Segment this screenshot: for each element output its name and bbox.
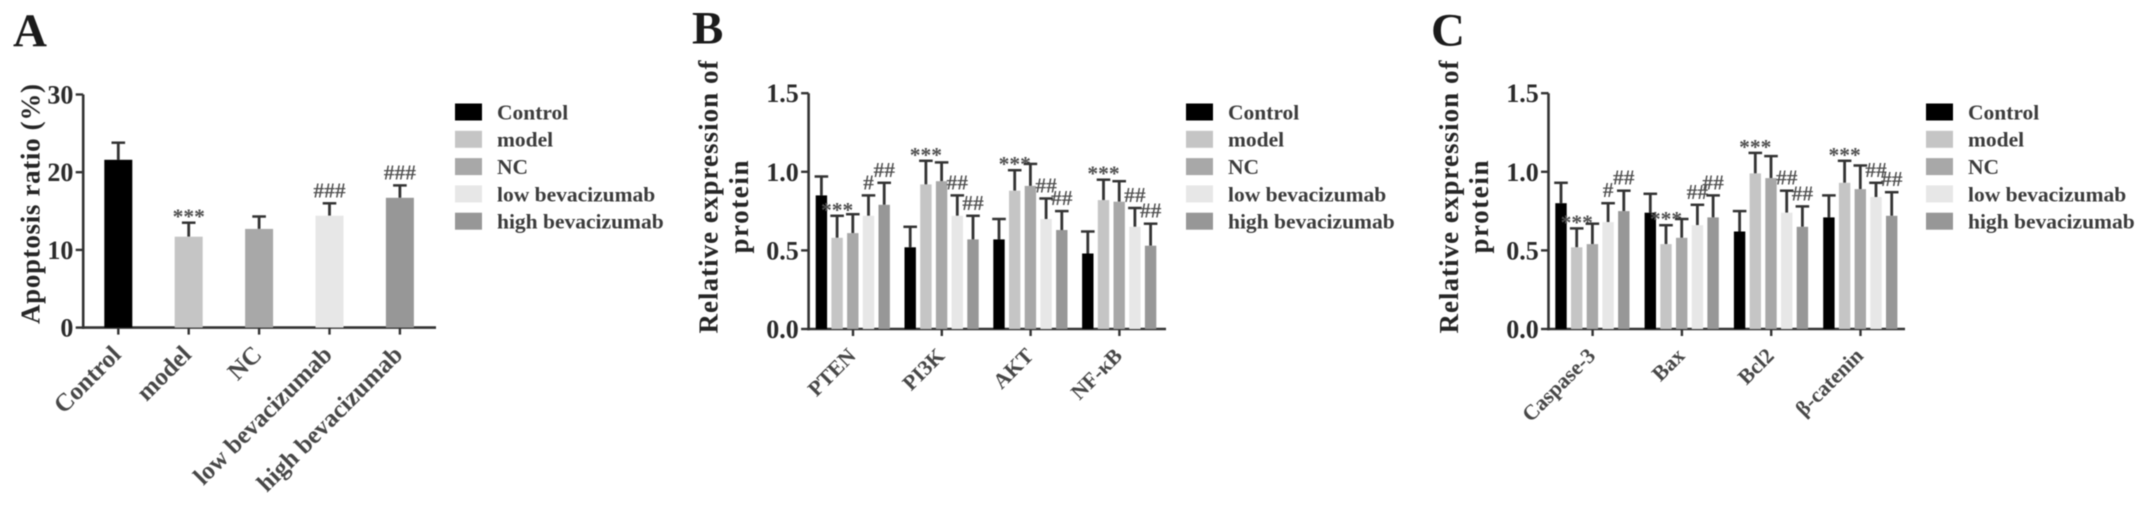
svg-text:##: ## — [1881, 167, 1903, 191]
svg-text:##: ## — [1051, 186, 1073, 210]
svg-text:Relative expression of: Relative expression of — [694, 60, 724, 334]
svg-text:##: ## — [947, 170, 969, 194]
svg-text:##: ## — [1140, 199, 1162, 223]
svg-text:0.5: 0.5 — [766, 236, 799, 265]
svg-text:protein: protein — [1464, 161, 1494, 254]
svg-text:B: B — [692, 3, 723, 55]
svg-text:model: model — [497, 128, 553, 152]
svg-text:model: model — [1968, 128, 2024, 152]
svg-text:##: ## — [1792, 181, 1814, 205]
svg-text:0.5: 0.5 — [1506, 236, 1539, 265]
svg-text:###: ### — [313, 178, 346, 202]
svg-text:##: ## — [1687, 180, 1709, 204]
svg-text:##: ## — [1865, 158, 1887, 182]
svg-text:20: 20 — [47, 158, 73, 187]
svg-text:low bevacizumab: low bevacizumab — [497, 182, 655, 206]
svg-text:high bevacizumab: high bevacizumab — [1228, 210, 1395, 234]
svg-text:model: model — [1228, 128, 1284, 152]
svg-text:C: C — [1431, 5, 1465, 57]
svg-text:###: ### — [384, 160, 417, 184]
svg-text:##: ## — [1613, 166, 1635, 190]
svg-text:high bevacizumab: high bevacizumab — [1968, 210, 2135, 234]
svg-text:0.0: 0.0 — [1506, 315, 1539, 344]
svg-text:A: A — [13, 5, 47, 57]
svg-text:##: ## — [1035, 174, 1057, 198]
svg-text:10: 10 — [47, 236, 73, 265]
svg-text:##: ## — [962, 191, 984, 215]
svg-text:0: 0 — [60, 314, 73, 343]
svg-text:0.0: 0.0 — [766, 315, 799, 344]
svg-text:***: *** — [821, 198, 853, 222]
svg-text:NC: NC — [1968, 155, 1999, 179]
svg-text:low bevacizumab: low bevacizumab — [1228, 182, 1386, 206]
svg-text:30: 30 — [47, 81, 73, 110]
svg-text:##: ## — [1124, 183, 1146, 207]
svg-text:Control: Control — [1968, 100, 2039, 124]
svg-text:1.0: 1.0 — [766, 158, 799, 187]
svg-text:***: *** — [173, 205, 205, 229]
svg-text:Control: Control — [497, 100, 568, 124]
svg-text:***: *** — [1828, 143, 1860, 167]
svg-text:#: # — [863, 170, 874, 194]
svg-text:Control: Control — [1228, 100, 1299, 124]
svg-text:##: ## — [1776, 166, 1798, 190]
svg-text:##: ## — [873, 158, 895, 182]
svg-text:##: ## — [1702, 170, 1724, 194]
svg-text:low bevacizumab: low bevacizumab — [1968, 182, 2126, 206]
svg-text:NC: NC — [1228, 155, 1259, 179]
svg-text:#: # — [1603, 178, 1614, 202]
svg-text:Relative expression of: Relative expression of — [1434, 60, 1464, 334]
svg-text:protein: protein — [724, 161, 754, 254]
svg-text:1.0: 1.0 — [1506, 158, 1539, 187]
svg-text:1.5: 1.5 — [1506, 79, 1539, 108]
svg-text:high bevacizumab: high bevacizumab — [497, 210, 664, 234]
svg-text:Apoptosis ratio (%): Apoptosis ratio (%) — [16, 84, 46, 324]
svg-text:1.5: 1.5 — [766, 79, 799, 108]
svg-text:***: *** — [1561, 210, 1593, 234]
svg-text:NC: NC — [497, 155, 528, 179]
